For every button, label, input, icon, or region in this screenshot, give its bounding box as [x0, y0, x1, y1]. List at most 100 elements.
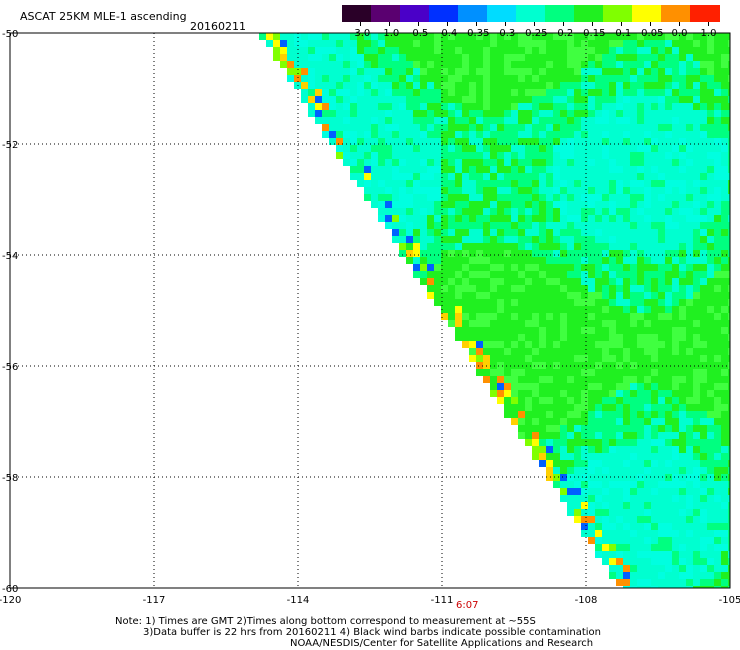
swath-cell: [588, 236, 595, 243]
swath-cell: [511, 285, 518, 292]
swath-cell: [539, 404, 546, 411]
swath-cell: [728, 523, 730, 530]
swath-cell: [343, 40, 350, 47]
swath-cell: [581, 425, 588, 432]
swath-cell: [581, 334, 588, 341]
swath-cell: [448, 285, 455, 292]
swath-cell: [455, 334, 462, 341]
swath-cell: [707, 215, 714, 222]
swath-cell: [525, 131, 532, 138]
swath-cell: [567, 54, 574, 61]
swath-cell: [420, 229, 427, 236]
swath-cell: [693, 488, 700, 495]
swath-cell: [399, 47, 406, 54]
swath-cell: [672, 173, 679, 180]
swath-cell: [455, 68, 462, 75]
swath-cell: [665, 201, 672, 208]
swath-cell: [553, 250, 560, 257]
swath-cell: [497, 187, 504, 194]
colorbar-tick-label: -0.5: [409, 28, 429, 39]
swath-cell: [651, 271, 658, 278]
swath-cell: [441, 110, 448, 117]
swath-cell: [665, 474, 672, 481]
swath-cell: [343, 54, 350, 61]
swath-cell: [714, 271, 721, 278]
swath-cell: [623, 229, 630, 236]
swath-cell: [434, 250, 441, 257]
swath-cell: [364, 40, 371, 47]
swath-cell: [392, 124, 399, 131]
swath-cell: [581, 257, 588, 264]
swath-cell: [728, 82, 730, 89]
swath-cell: [707, 376, 714, 383]
swath-cell: [581, 243, 588, 250]
swath-cell: [637, 558, 644, 565]
swath-cell: [623, 313, 630, 320]
swath-cell: [644, 243, 651, 250]
swath-cell: [511, 411, 518, 418]
swath-cell: [546, 236, 553, 243]
swath-cell: [658, 306, 665, 313]
swath-cell: [581, 474, 588, 481]
swath-cell: [651, 33, 658, 40]
swath-cell: [679, 446, 686, 453]
swath-cell: [441, 299, 448, 306]
swath-cell: [441, 82, 448, 89]
swath-cell: [560, 327, 567, 334]
swath-cell: [616, 131, 623, 138]
swath-cell: [581, 173, 588, 180]
swath-cell: [434, 208, 441, 215]
swath-cell: [595, 446, 602, 453]
swath-cell: [637, 348, 644, 355]
swath-cell: [441, 117, 448, 124]
swath-cell: [567, 75, 574, 82]
swath-cell: [413, 180, 420, 187]
swath-cell: [728, 61, 730, 68]
swath-cell: [623, 243, 630, 250]
swath-cell: [518, 397, 525, 404]
swath-cell: [553, 355, 560, 362]
swath-cell: [322, 117, 329, 124]
swath-cell: [420, 250, 427, 257]
swath-cell: [700, 152, 707, 159]
swath-cell: [490, 173, 497, 180]
swath-cell: [651, 432, 658, 439]
swath-cell: [616, 278, 623, 285]
swath-cell: [371, 89, 378, 96]
swath-cell: [651, 453, 658, 460]
swath-cell: [707, 551, 714, 558]
swath-cell: [532, 341, 539, 348]
swath-cell: [644, 236, 651, 243]
swath-cell: [532, 54, 539, 61]
swath-cell: [504, 306, 511, 313]
swath-cell: [546, 33, 553, 40]
swath-cell: [546, 362, 553, 369]
swath-cell: [511, 187, 518, 194]
swath-cell: [385, 173, 392, 180]
swath-cell: [637, 369, 644, 376]
swath-cell: [301, 33, 308, 40]
swath-cell: [700, 40, 707, 47]
swath-cell: [574, 103, 581, 110]
swath-cell: [686, 495, 693, 502]
swath-cell: [609, 138, 616, 145]
swath-cell: [483, 285, 490, 292]
swath-cell: [483, 166, 490, 173]
swath-cell: [658, 145, 665, 152]
swath-cell: [518, 348, 525, 355]
swath-cell: [658, 551, 665, 558]
swath-cell: [630, 201, 637, 208]
swath-cell: [693, 40, 700, 47]
swath-cell: [651, 579, 658, 586]
swath-cell: [518, 243, 525, 250]
swath-cell: [392, 194, 399, 201]
swath-cell: [336, 40, 343, 47]
swath-cell: [392, 208, 399, 215]
swath-cell: [707, 537, 714, 544]
swath-cell: [588, 159, 595, 166]
swath-cell: [504, 152, 511, 159]
swath-cell: [329, 96, 336, 103]
swath-cell: [679, 145, 686, 152]
swath-cell: [392, 33, 399, 40]
swath-cell: [686, 215, 693, 222]
